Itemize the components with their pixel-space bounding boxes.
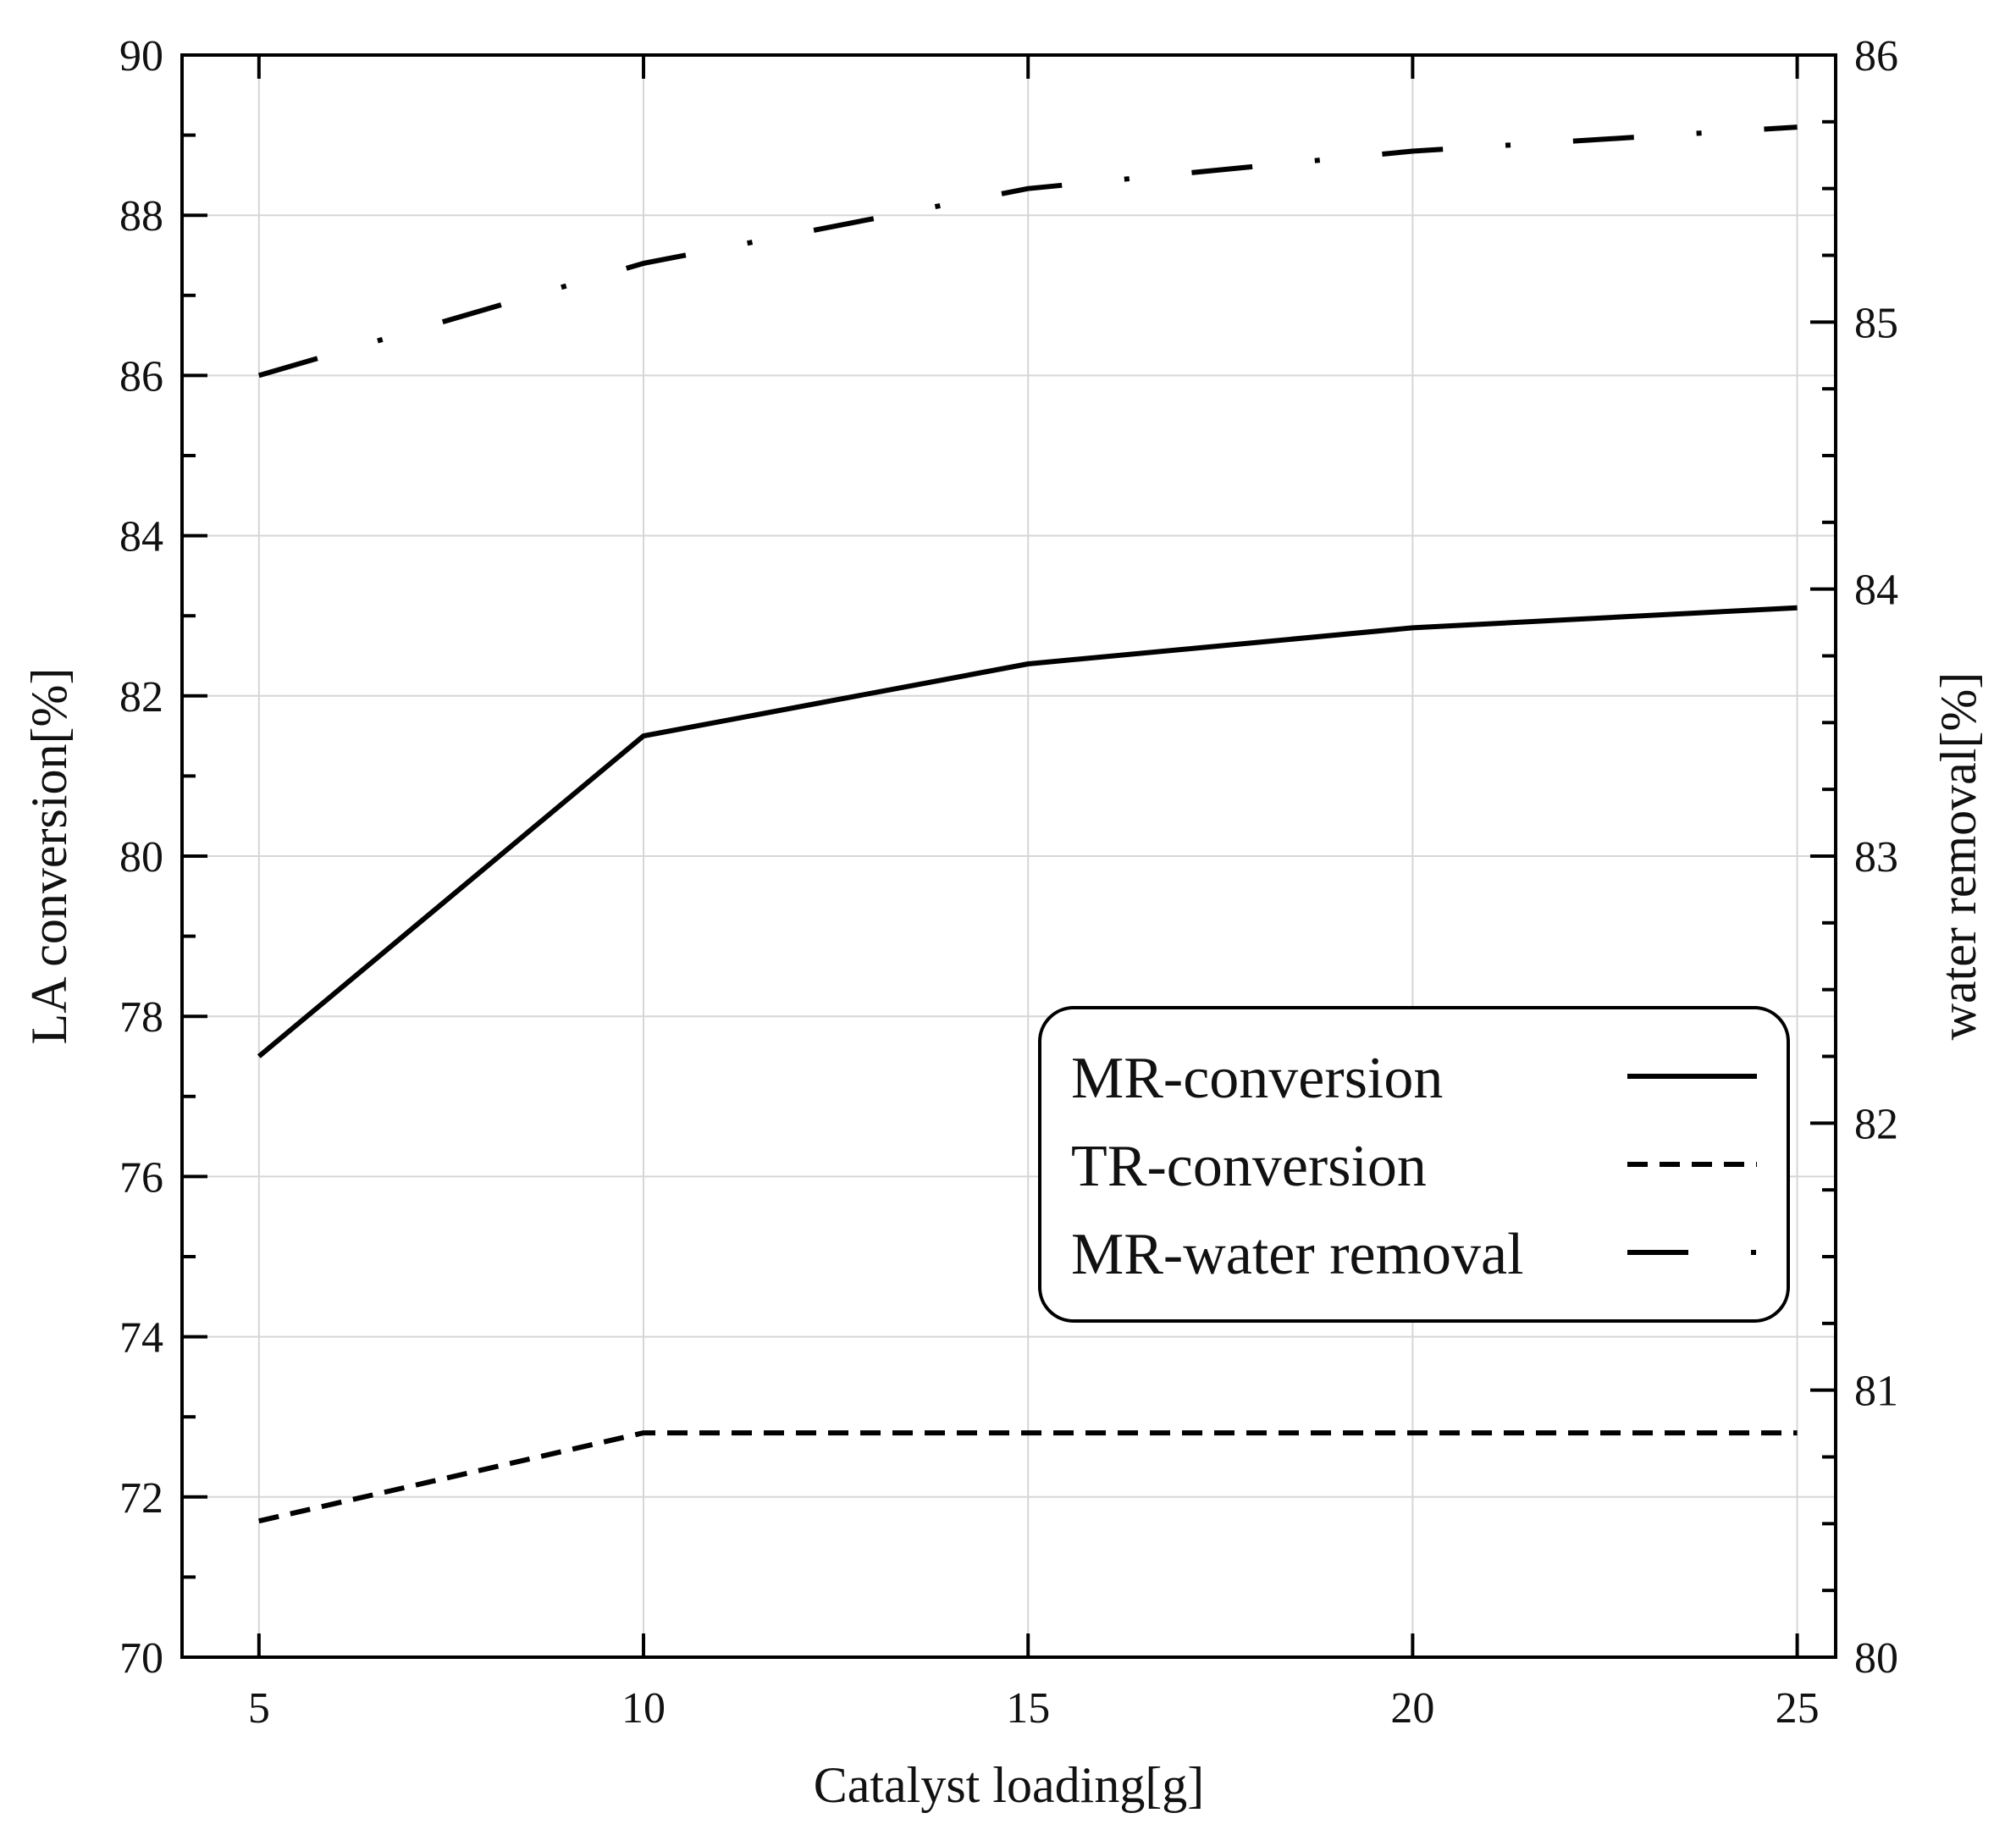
axis-ticks [182,53,1836,1659]
x-tick-label: 5 [248,1684,270,1733]
y-tick-label: 82 [119,673,163,721]
x-tick-label: 10 [621,1684,666,1733]
y-tick-label: 86 [119,352,163,401]
tick-labels: 5 10 15 20 25 70 72 74 76 78 80 82 84 86 88 90 80 81 82 83 8… [119,32,1898,1733]
grid-lines [182,55,1836,1657]
y-axis-title: LA conversion[%] [21,668,77,1045]
legend-label-mr-conversion: MR-conversion [1071,1046,1443,1111]
x-tick-label: 15 [1006,1684,1050,1733]
y2-tick-label: 80 [1854,1634,1898,1683]
y2-tick-label: 84 [1854,567,1898,615]
x-axis-title: Catalyst loading[g] [814,1757,1205,1813]
y-tick-label: 88 [119,192,163,240]
x-tick-label: 20 [1390,1684,1434,1733]
legend: MR-conversion TR-conversion MR-water rem… [1038,1006,1790,1323]
y2-tick-label: 82 [1854,1100,1898,1148]
series-line-mr-water-removal [257,124,1798,379]
legend-label-tr-conversion: TR-conversion [1071,1134,1427,1199]
y2-tick-label: 83 [1854,833,1898,882]
y-tick-label: 84 [119,513,163,561]
x-tick-label: 25 [1776,1684,1820,1733]
y2-axis-title: water removal[%] [1930,672,1986,1041]
y-tick-label: 76 [119,1153,163,1202]
y-tick-label: 78 [119,993,163,1042]
y-tick-label: 80 [119,833,163,882]
y-tick-label: 70 [119,1634,163,1683]
plot-series [257,124,1798,1524]
y-tick-label: 74 [119,1314,163,1362]
y-tick-label: 72 [119,1474,163,1523]
legend-box [1038,1006,1790,1323]
y2-tick-label: 81 [1854,1368,1898,1416]
series-line-mr-conversion [257,605,1798,1058]
y2-tick-label: 85 [1854,299,1898,347]
legend-label-mr-water-removal: MR-water removal [1071,1222,1524,1287]
y2-tick-label: 86 [1854,32,1898,80]
series-line-tr-conversion [258,1430,1798,1524]
y-tick-label: 90 [119,32,163,80]
